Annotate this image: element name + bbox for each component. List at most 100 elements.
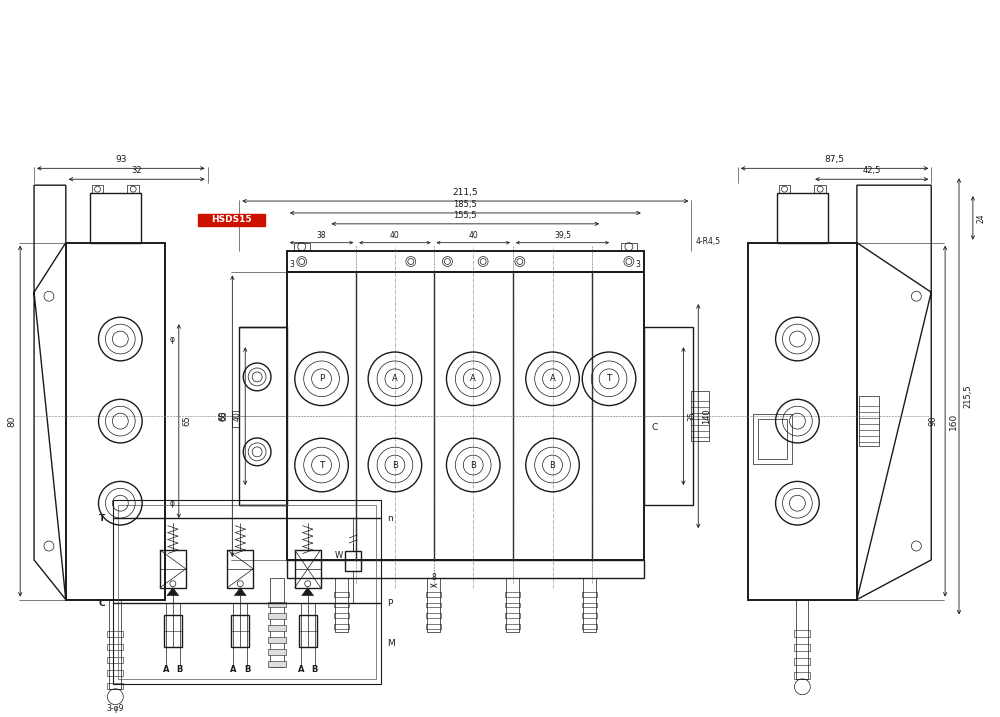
Text: φ: φ bbox=[170, 499, 175, 508]
Bar bbox=[107, 657, 123, 663]
Bar bbox=[268, 625, 286, 631]
Text: P: P bbox=[319, 374, 324, 384]
Text: 211,5: 211,5 bbox=[452, 188, 478, 197]
Bar bbox=[582, 625, 597, 630]
Polygon shape bbox=[234, 588, 246, 596]
Bar bbox=[270, 578, 284, 667]
Text: 65: 65 bbox=[183, 416, 192, 427]
Text: 215,5: 215,5 bbox=[963, 384, 972, 408]
Text: 65: 65 bbox=[219, 411, 228, 422]
Bar bbox=[239, 327, 287, 505]
Text: C: C bbox=[652, 423, 658, 432]
Text: φ: φ bbox=[170, 335, 175, 343]
Bar bbox=[777, 193, 828, 242]
Bar bbox=[107, 631, 123, 637]
Text: 24: 24 bbox=[977, 213, 986, 223]
Bar bbox=[287, 560, 644, 578]
Text: 155,5: 155,5 bbox=[453, 211, 477, 220]
Bar bbox=[758, 419, 787, 459]
Bar bbox=[505, 625, 520, 630]
Text: 3: 3 bbox=[290, 260, 295, 270]
Polygon shape bbox=[167, 588, 179, 596]
Bar bbox=[505, 602, 520, 607]
Text: A: A bbox=[392, 374, 398, 384]
Bar bbox=[748, 242, 857, 599]
Bar bbox=[794, 644, 810, 651]
Text: A: A bbox=[163, 665, 169, 675]
Text: A: A bbox=[470, 374, 476, 384]
Bar bbox=[426, 614, 441, 618]
Text: M: M bbox=[387, 639, 395, 648]
Bar bbox=[334, 614, 349, 618]
Bar bbox=[268, 602, 286, 607]
Bar bbox=[127, 185, 139, 193]
Text: 185,5: 185,5 bbox=[453, 200, 477, 209]
Bar bbox=[118, 505, 376, 679]
Bar bbox=[160, 550, 186, 588]
Bar bbox=[107, 683, 123, 689]
Bar bbox=[66, 242, 165, 599]
Text: T: T bbox=[606, 374, 612, 384]
Text: 60: 60 bbox=[218, 411, 227, 422]
Bar bbox=[691, 391, 709, 441]
Text: 40: 40 bbox=[468, 231, 478, 239]
Text: A: A bbox=[230, 665, 237, 675]
Text: 3-φ9: 3-φ9 bbox=[107, 704, 124, 713]
Bar bbox=[299, 615, 317, 647]
Bar bbox=[753, 414, 792, 464]
Text: B: B bbox=[550, 460, 555, 470]
Text: 32: 32 bbox=[131, 166, 142, 175]
Bar bbox=[268, 614, 286, 619]
Text: 40: 40 bbox=[232, 412, 241, 421]
Text: 87,5: 87,5 bbox=[825, 156, 845, 164]
Bar bbox=[505, 592, 520, 597]
Bar bbox=[287, 272, 644, 560]
Bar bbox=[268, 649, 286, 655]
Bar bbox=[287, 251, 644, 272]
Text: 38: 38 bbox=[317, 231, 326, 239]
Text: B: B bbox=[244, 665, 250, 675]
Text: A: A bbox=[297, 665, 304, 675]
Text: T: T bbox=[319, 460, 324, 470]
Bar bbox=[90, 193, 141, 242]
Text: HSDS15: HSDS15 bbox=[211, 215, 252, 224]
Text: 160: 160 bbox=[949, 412, 958, 429]
Bar bbox=[294, 242, 310, 251]
Text: B: B bbox=[177, 665, 183, 675]
Bar bbox=[334, 602, 349, 607]
Bar bbox=[794, 658, 810, 665]
Bar bbox=[426, 602, 441, 607]
Text: B: B bbox=[311, 665, 318, 675]
Bar bbox=[107, 670, 123, 676]
Text: B: B bbox=[470, 460, 476, 470]
Bar bbox=[794, 672, 810, 679]
Bar bbox=[506, 578, 519, 632]
Bar bbox=[227, 550, 253, 588]
Bar bbox=[644, 327, 693, 505]
Text: 80: 80 bbox=[7, 415, 16, 427]
Bar bbox=[198, 214, 265, 226]
Bar bbox=[426, 592, 441, 597]
Text: 4-R4,5: 4-R4,5 bbox=[695, 237, 720, 246]
Text: B: B bbox=[392, 460, 398, 470]
Bar bbox=[582, 592, 597, 597]
Text: C: C bbox=[99, 599, 105, 607]
Text: 3: 3 bbox=[636, 260, 641, 270]
Text: 93: 93 bbox=[115, 156, 127, 164]
Bar bbox=[107, 644, 123, 650]
Text: 40: 40 bbox=[390, 231, 400, 239]
Text: A: A bbox=[550, 374, 555, 384]
Text: 140: 140 bbox=[702, 408, 711, 424]
Bar bbox=[796, 599, 808, 679]
Bar bbox=[268, 661, 286, 667]
Bar bbox=[109, 599, 121, 689]
Text: 35: 35 bbox=[687, 412, 696, 421]
Text: P: P bbox=[387, 599, 392, 607]
Text: 8: 8 bbox=[431, 573, 436, 581]
Text: 90: 90 bbox=[928, 416, 937, 427]
Bar bbox=[859, 397, 879, 446]
Bar bbox=[814, 185, 826, 193]
Bar bbox=[426, 625, 441, 630]
Text: 42,5: 42,5 bbox=[863, 166, 881, 175]
Bar bbox=[583, 578, 596, 632]
